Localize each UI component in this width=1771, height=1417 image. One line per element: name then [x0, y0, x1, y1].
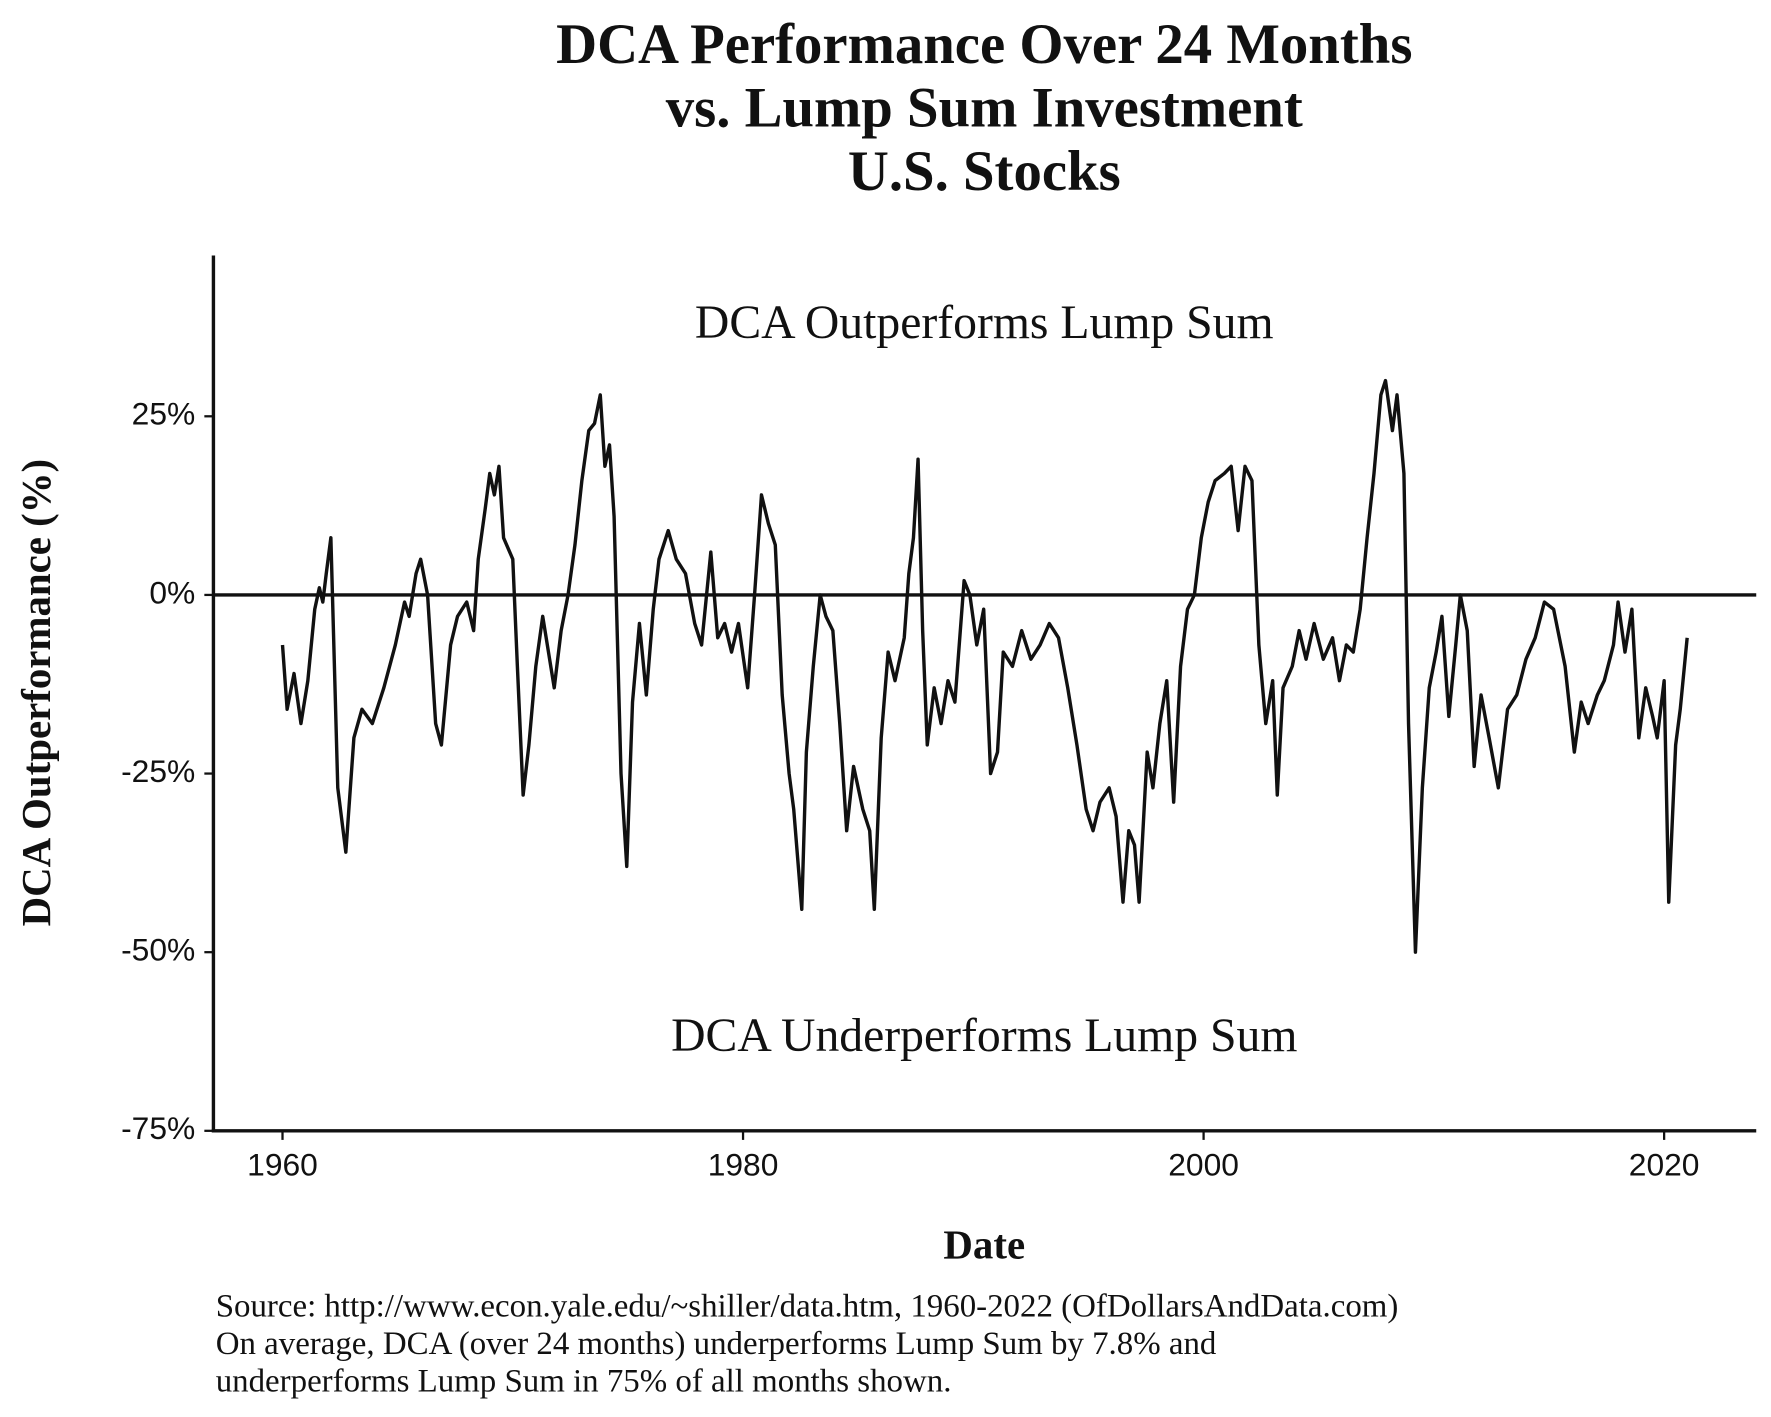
- chart-title: DCA Performance Over 24 Months: [556, 13, 1412, 76]
- chart-title: vs. Lump Sum Investment: [666, 77, 1303, 140]
- chart-title: U.S. Stocks: [848, 140, 1121, 203]
- y-tick-label: -75%: [121, 1110, 195, 1146]
- x-tick-label: 2000: [1168, 1147, 1239, 1183]
- annotation: DCA Underperforms Lump Sum: [671, 1010, 1297, 1062]
- annotation: DCA Outperforms Lump Sum: [695, 297, 1274, 349]
- x-axis-label: Date: [943, 1222, 1025, 1267]
- y-tick-label: -25%: [121, 753, 195, 789]
- data-line: [280, 378, 1689, 954]
- y-axis-label: DCA Outperformance (%): [14, 459, 59, 927]
- caption: Source: http://www.econ.yale.edu/~shille…: [216, 1289, 1399, 1325]
- y-tick-label: 25%: [132, 396, 196, 432]
- x-tick-label: 1960: [247, 1147, 318, 1183]
- x-tick-label: 1980: [708, 1147, 779, 1183]
- caption: On average, DCA (over 24 months) underpe…: [216, 1326, 1217, 1362]
- x-tick-label: 2020: [1629, 1147, 1700, 1183]
- y-tick-label: -50%: [121, 932, 195, 968]
- caption: underperforms Lump Sum in 75% of all mon…: [216, 1364, 952, 1400]
- y-tick-label: 0%: [149, 574, 195, 610]
